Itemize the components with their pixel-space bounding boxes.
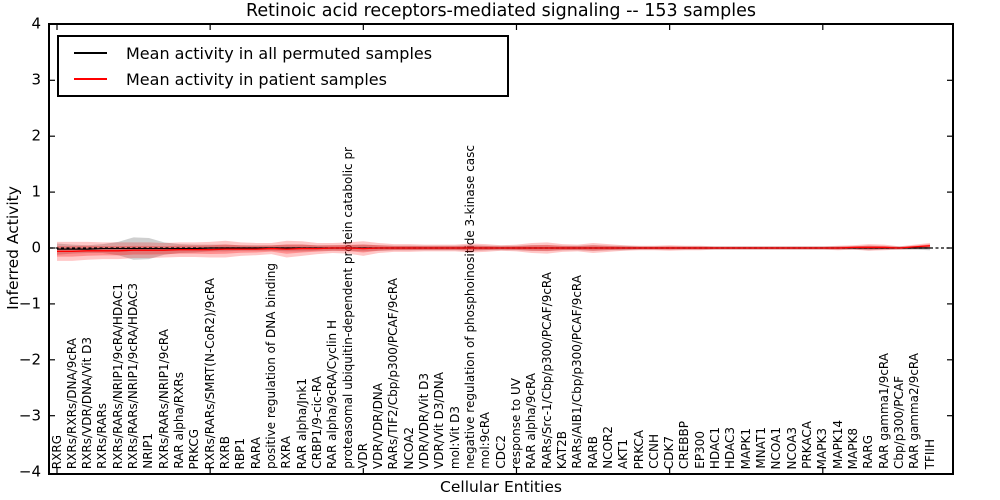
y-tick-label: 3 bbox=[31, 70, 41, 89]
y-axis-tick-labels: 4 3 2 1 0 −1 −2 −3 −4 bbox=[0, 0, 44, 500]
x-axis-label: Cellular Entities bbox=[440, 478, 562, 496]
legend-row-patient: Mean activity in patient samples bbox=[59, 66, 507, 92]
chart-svg bbox=[50, 25, 952, 473]
legend-label-permuted: Mean activity in all permuted samples bbox=[126, 43, 433, 63]
legend-row-permuted: Mean activity in all permuted samples bbox=[59, 40, 507, 66]
legend-label-patient: Mean activity in patient samples bbox=[126, 69, 387, 89]
permuted-line-swatch-icon bbox=[74, 52, 107, 54]
y-tick-label: 4 bbox=[31, 14, 41, 33]
y-tick-label: −2 bbox=[18, 350, 41, 369]
y-tick-label: 1 bbox=[31, 182, 41, 201]
patient-std-band-inner bbox=[57, 244, 931, 257]
chart-title: Retinoic acid receptors-mediated signali… bbox=[246, 1, 756, 21]
patient-mean-line bbox=[57, 245, 931, 253]
plot-area: RXRG RXRs/RXRs/DNA/9cRA RXRs/VDR/DNA/Vit D… bbox=[48, 23, 954, 475]
patient-std-band-outer bbox=[57, 240, 931, 261]
patient-line-swatch-icon bbox=[74, 78, 107, 80]
y-tick-label: −4 bbox=[18, 462, 41, 481]
y-tick-label: −3 bbox=[18, 406, 41, 425]
y-tick-label: 0 bbox=[31, 238, 41, 257]
legend: Mean activity in all permuted samples Me… bbox=[57, 35, 509, 97]
y-tick-label: 2 bbox=[31, 126, 41, 145]
y-tick-label: −1 bbox=[18, 294, 41, 313]
